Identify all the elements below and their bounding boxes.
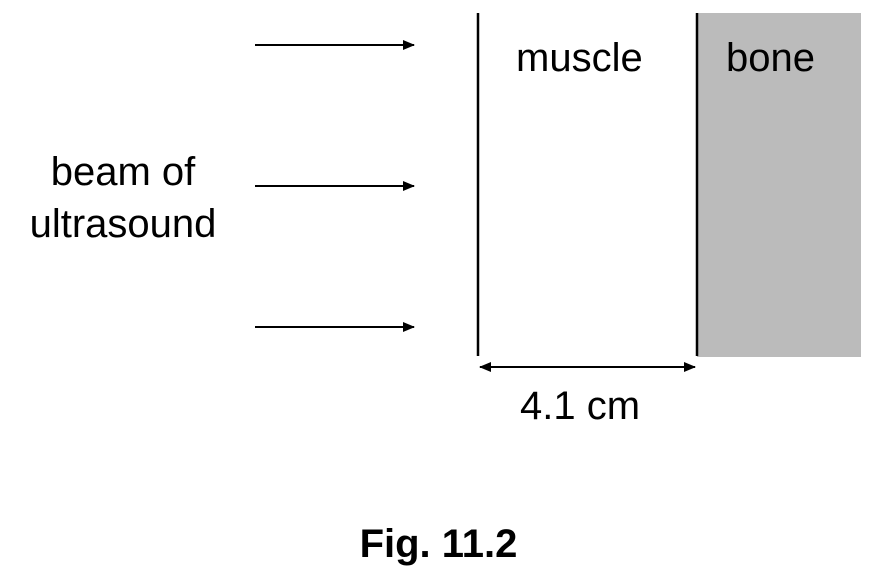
beam-label-line2: ultrasound: [29, 202, 217, 246]
muscle-thickness-label: 4.1 cm: [520, 384, 641, 428]
beam-label-line1: beam of: [50, 150, 196, 194]
muscle-label: muscle: [516, 36, 643, 80]
figure-caption: Fig. 11.2: [359, 522, 518, 566]
beam-label: beam of ultrasound: [18, 146, 228, 250]
bone-label: bone: [726, 36, 815, 80]
bone-region: [697, 13, 861, 357]
